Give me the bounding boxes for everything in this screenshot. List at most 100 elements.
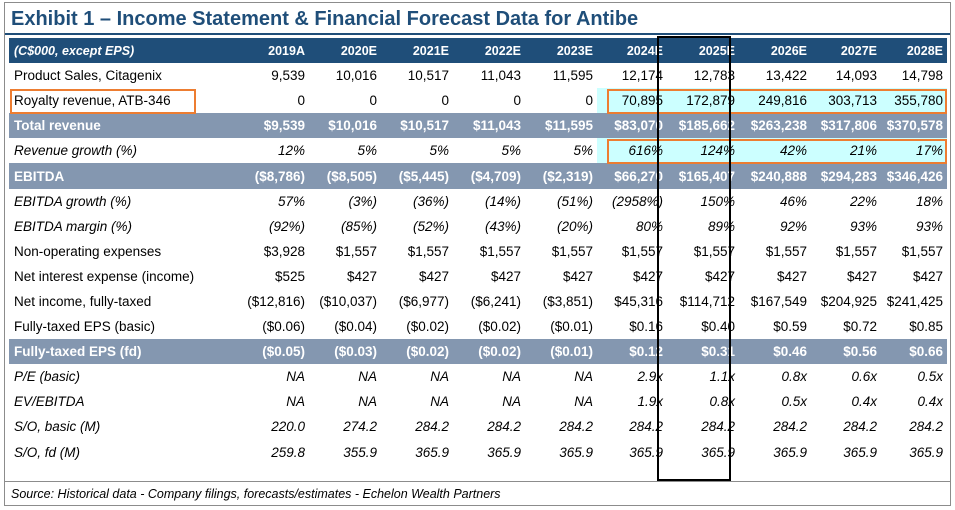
- table-cell: 616%: [597, 138, 667, 164]
- table-cell: $370,578: [881, 113, 947, 139]
- table-cell: NA: [502, 394, 521, 410]
- table-cell: ($0.06): [262, 319, 305, 335]
- table-cell: ($0.02): [381, 339, 453, 365]
- table-cell: $83,070: [597, 113, 667, 139]
- table-cell: 0.8x: [781, 369, 807, 385]
- table-row: Non-operating expenses $3,928 $1,557 $1,557…: [9, 239, 947, 264]
- table-cell: ($6,977): [398, 293, 449, 309]
- table-cell: 284.2: [415, 419, 449, 435]
- table-cell: (85%): [340, 218, 377, 234]
- table-row: Net interest expense (income) $525 $427 $42…: [9, 264, 947, 289]
- table-row: S/O, fd (M) 259.8 355.9 365.9 365.9 365.9 365.…: [9, 440, 947, 465]
- table-cell: 284.2: [909, 419, 943, 435]
- table-cell: $241,425: [886, 293, 943, 309]
- table-cell: 284.2: [843, 419, 877, 435]
- table-cell: ($8,786): [237, 163, 309, 189]
- table-cell: 124%: [667, 138, 739, 164]
- table-cell: $240,888: [739, 163, 811, 189]
- table-cell: 89%: [707, 218, 735, 234]
- row-label: Royalty revenue, ATB-346: [14, 93, 171, 109]
- table-cell: NA: [358, 369, 377, 385]
- table-cell: 0: [513, 93, 521, 109]
- table-cell: 365.9: [487, 444, 521, 460]
- table-cell: 365.9: [701, 444, 735, 460]
- table-cell: NA: [430, 394, 449, 410]
- table-cell: (36%): [412, 193, 449, 209]
- table-cell: 9,539: [271, 68, 305, 84]
- table-cell: 5%: [357, 143, 377, 159]
- table-cell: ($8,505): [309, 163, 381, 189]
- table-cell: NA: [358, 394, 377, 410]
- table-cell: 220.0: [271, 419, 305, 435]
- table-cell: 365.9: [415, 444, 449, 460]
- year-header: 2019A: [237, 38, 309, 64]
- table-cell: $10,016: [309, 113, 381, 139]
- table-cell: $427: [912, 268, 943, 284]
- table-cell: $427: [490, 268, 521, 284]
- table-cell: $294,283: [811, 163, 881, 189]
- table-cell: 365.9: [909, 444, 943, 460]
- table-cell: $525: [274, 268, 305, 284]
- table-cell: (3%): [348, 193, 377, 209]
- table-cell: 249,816: [739, 88, 811, 114]
- table-cell: ($0.02): [478, 319, 521, 335]
- table-cell: 12,174: [621, 68, 663, 84]
- financial-table: (C$000, except EPS) 2019A 2020E 2021E 20…: [9, 38, 947, 465]
- table-cell: 0: [585, 93, 593, 109]
- title-rule: [5, 33, 950, 35]
- row-label: S/O, fd (M): [14, 444, 81, 460]
- table-cell: NA: [286, 369, 305, 385]
- table-cell: 14,093: [835, 68, 877, 84]
- table-cell: 93%: [849, 218, 877, 234]
- table-cell: $0.16: [629, 319, 663, 335]
- row-label: Revenue growth (%): [14, 143, 138, 159]
- table-cell: $1,557: [621, 243, 663, 259]
- year-header: 2024E: [597, 38, 667, 64]
- year-header: 2023E: [525, 38, 597, 64]
- table-cell: ($5,445): [381, 163, 453, 189]
- row-label: Total revenue: [9, 113, 237, 139]
- table-cell: ($0.03): [309, 339, 381, 365]
- header-label: (C$000, except EPS): [9, 38, 237, 64]
- table-row: EV/EBITDA NA NA NA NA NA 1.9x 0.8x 0.5x 0.4x 0.4x: [9, 389, 947, 414]
- table-cell: $204,925: [820, 293, 877, 309]
- year-header: 2021E: [381, 38, 453, 64]
- table-cell: 303,713: [811, 88, 881, 114]
- table-cell: $1,557: [835, 243, 877, 259]
- table-cell: 1.1x: [709, 369, 735, 385]
- table-cell: 21%: [811, 138, 881, 164]
- table-cell: $66,270: [597, 163, 667, 189]
- table-cell: 5%: [573, 143, 593, 159]
- table-cell: 0.5x: [917, 369, 943, 385]
- row-label: EV/EBITDA: [14, 394, 85, 410]
- table-cell: (52%): [412, 218, 449, 234]
- table-cell: 0.5x: [781, 394, 807, 410]
- table-cell: 284.2: [559, 419, 593, 435]
- table-cell: $346,426: [881, 163, 947, 189]
- table-row: S/O, basic (M) 220.0 274.2 284.2 284.2 284.2 2…: [9, 414, 947, 439]
- table-row: EBITDA growth (%) 57% (3%) (36%) (14%) (51%) (…: [9, 189, 947, 214]
- table-cell: $11,595: [525, 113, 597, 139]
- source-note: Source: Historical data - Company filing…: [5, 481, 950, 505]
- table-cell: 0: [297, 93, 305, 109]
- table-cell: $0.85: [909, 319, 943, 335]
- table-cell: (20%): [556, 218, 593, 234]
- table-cell: 0.4x: [851, 394, 877, 410]
- year-header: 2025E: [667, 38, 739, 64]
- table-cell: 13,422: [765, 68, 807, 84]
- table-cell: 284.2: [773, 419, 807, 435]
- table-cell: 365.9: [559, 444, 593, 460]
- table-cell: $10,517: [381, 113, 453, 139]
- year-header: 2027E: [811, 38, 881, 64]
- table-cell: 22%: [849, 193, 877, 209]
- table-cell: NA: [502, 369, 521, 385]
- table-cell: 46%: [779, 193, 807, 209]
- table-cell: $1,557: [335, 243, 377, 259]
- table-cell: $9,539: [237, 113, 309, 139]
- table-cell: NA: [286, 394, 305, 410]
- year-header: 2028E: [881, 38, 947, 64]
- table-row: P/E (basic) NA NA NA NA NA 2.9x 1.1x 0.8x 0.6x 0.5…: [9, 364, 947, 389]
- table-cell: $427: [704, 268, 735, 284]
- table-cell: 284.2: [701, 419, 735, 435]
- year-header: 2026E: [739, 38, 811, 64]
